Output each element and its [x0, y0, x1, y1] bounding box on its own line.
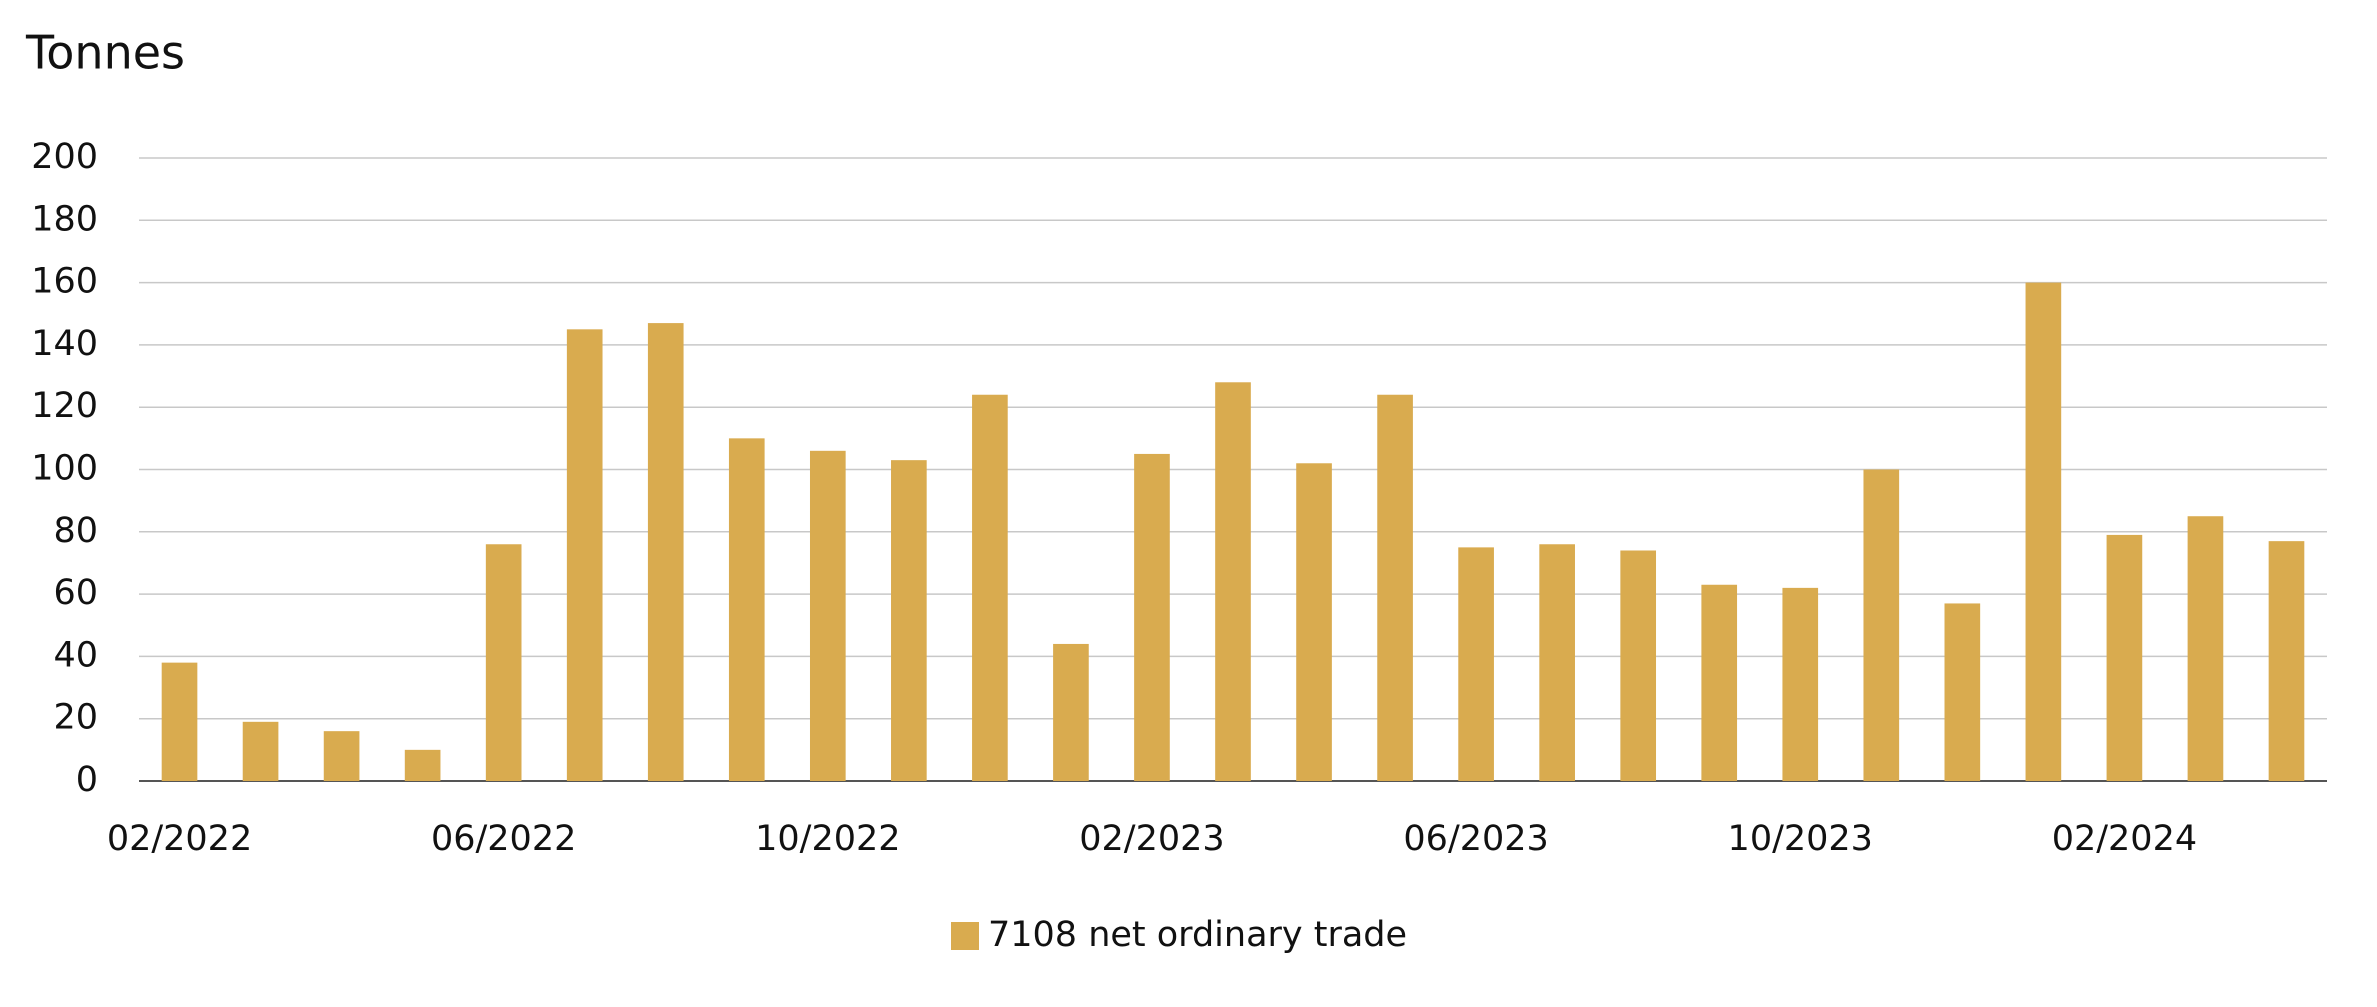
y-tick-label: 120	[31, 386, 98, 426]
bar	[1944, 603, 1981, 781]
bar	[1620, 550, 1657, 781]
bar	[161, 662, 198, 781]
bar	[1782, 587, 1819, 781]
y-tick-label: 160	[31, 262, 98, 302]
bar	[1863, 469, 1900, 781]
bar	[2187, 516, 2224, 781]
bar	[1539, 544, 1575, 781]
bar	[809, 450, 846, 781]
y-tick-label: 200	[31, 137, 98, 177]
x-tick-label: 06/2022	[431, 819, 576, 859]
legend-label: 7108 net ordinary trade	[988, 915, 1407, 955]
bar	[972, 394, 1008, 781]
bar	[404, 749, 441, 781]
y-tick-label: 60	[53, 573, 98, 613]
x-tick-label: 02/2024	[2052, 819, 2197, 859]
x-tick-label: 10/2022	[755, 819, 900, 859]
bar	[647, 323, 684, 781]
x-tick-label: 10/2023	[1728, 819, 1873, 859]
y-tick-label: 0	[76, 760, 98, 800]
bar	[1296, 463, 1332, 781]
bar	[2268, 541, 2305, 781]
bar	[891, 460, 927, 781]
x-tick-label: 02/2023	[1079, 819, 1224, 859]
chart-title: Tonnes	[25, 26, 185, 80]
legend-swatch	[951, 922, 979, 950]
x-tick-label: 06/2023	[1403, 819, 1548, 859]
bar	[2106, 534, 2143, 781]
bar	[1458, 547, 1494, 781]
bar	[1053, 643, 1089, 781]
bar	[566, 329, 603, 781]
bar	[323, 731, 360, 781]
bar	[1377, 394, 1413, 781]
bar	[728, 438, 765, 781]
bar	[2025, 282, 2062, 781]
y-tick-label: 40	[53, 635, 98, 675]
bar	[1215, 382, 1251, 781]
y-tick-label: 100	[31, 449, 98, 489]
y-tick-label: 20	[53, 698, 98, 738]
bar	[1134, 453, 1170, 781]
x-tick-label: 02/2022	[107, 819, 252, 859]
y-tick-label: 140	[31, 324, 98, 364]
bar	[1701, 584, 1738, 781]
bar	[485, 544, 522, 781]
y-tick-label: 180	[31, 199, 98, 239]
y-tick-label: 80	[53, 511, 98, 551]
bar	[242, 721, 279, 781]
